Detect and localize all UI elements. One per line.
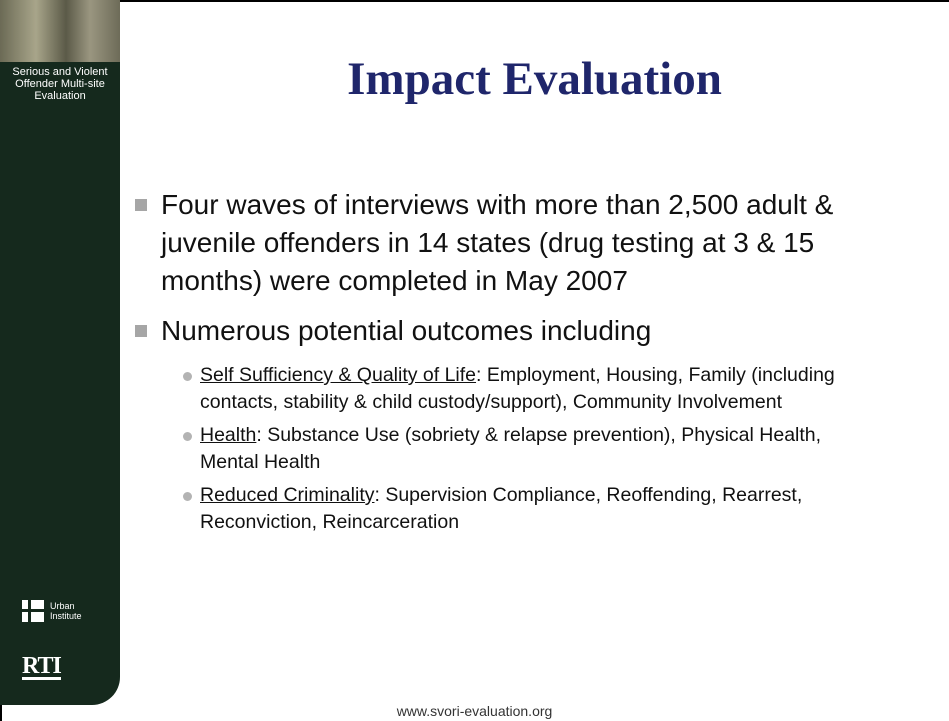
rti-logo: RTI: [22, 655, 61, 680]
sub-bullet-text: : Substance Use (sobriety & relapse prev…: [200, 424, 821, 473]
sub-bullet: Health: Substance Use (sobriety & relaps…: [183, 422, 880, 476]
sub-bullet: Self Sufficiency & Quality of Life: Empl…: [183, 362, 880, 416]
slide-title: Impact Evaluation: [120, 52, 949, 106]
sub-bullet-marker: [183, 492, 192, 501]
bullet: Four waves of interviews with more than …: [135, 186, 895, 300]
bullet: Numerous potential outcomes including: [135, 312, 895, 350]
sidebar: Serious and Violent Offender Multi-site …: [0, 0, 120, 705]
bullet-text: Numerous potential outcomes including: [161, 315, 651, 346]
footer-url: www.svori-evaluation.org: [0, 703, 949, 719]
urban-line: Urban: [50, 601, 82, 611]
bullet-marker: [135, 325, 147, 337]
slide-body: Four waves of interviews with more than …: [135, 186, 895, 536]
bullet-marker: [135, 199, 147, 211]
sub-bullet-label: Health: [200, 424, 256, 446]
header-photo: [0, 0, 120, 62]
page: Serious and Violent Offender Multi-site …: [0, 0, 949, 721]
sub-bullet-marker: [183, 432, 192, 441]
urban-icon: [22, 600, 44, 622]
sub-bullet-label: Self Sufficiency & Quality of Life: [200, 364, 476, 386]
sub-bullet-marker: [183, 372, 192, 381]
sub-bullet: Reduced Criminality: Supervision Complia…: [183, 482, 880, 536]
bullet-text: Four waves of interviews with more than …: [161, 189, 833, 296]
urban-line: Institute: [50, 611, 82, 621]
project-name: Serious and Violent Offender Multi-site …: [4, 66, 116, 102]
sub-bullet-label: Reduced Criminality: [200, 484, 374, 506]
